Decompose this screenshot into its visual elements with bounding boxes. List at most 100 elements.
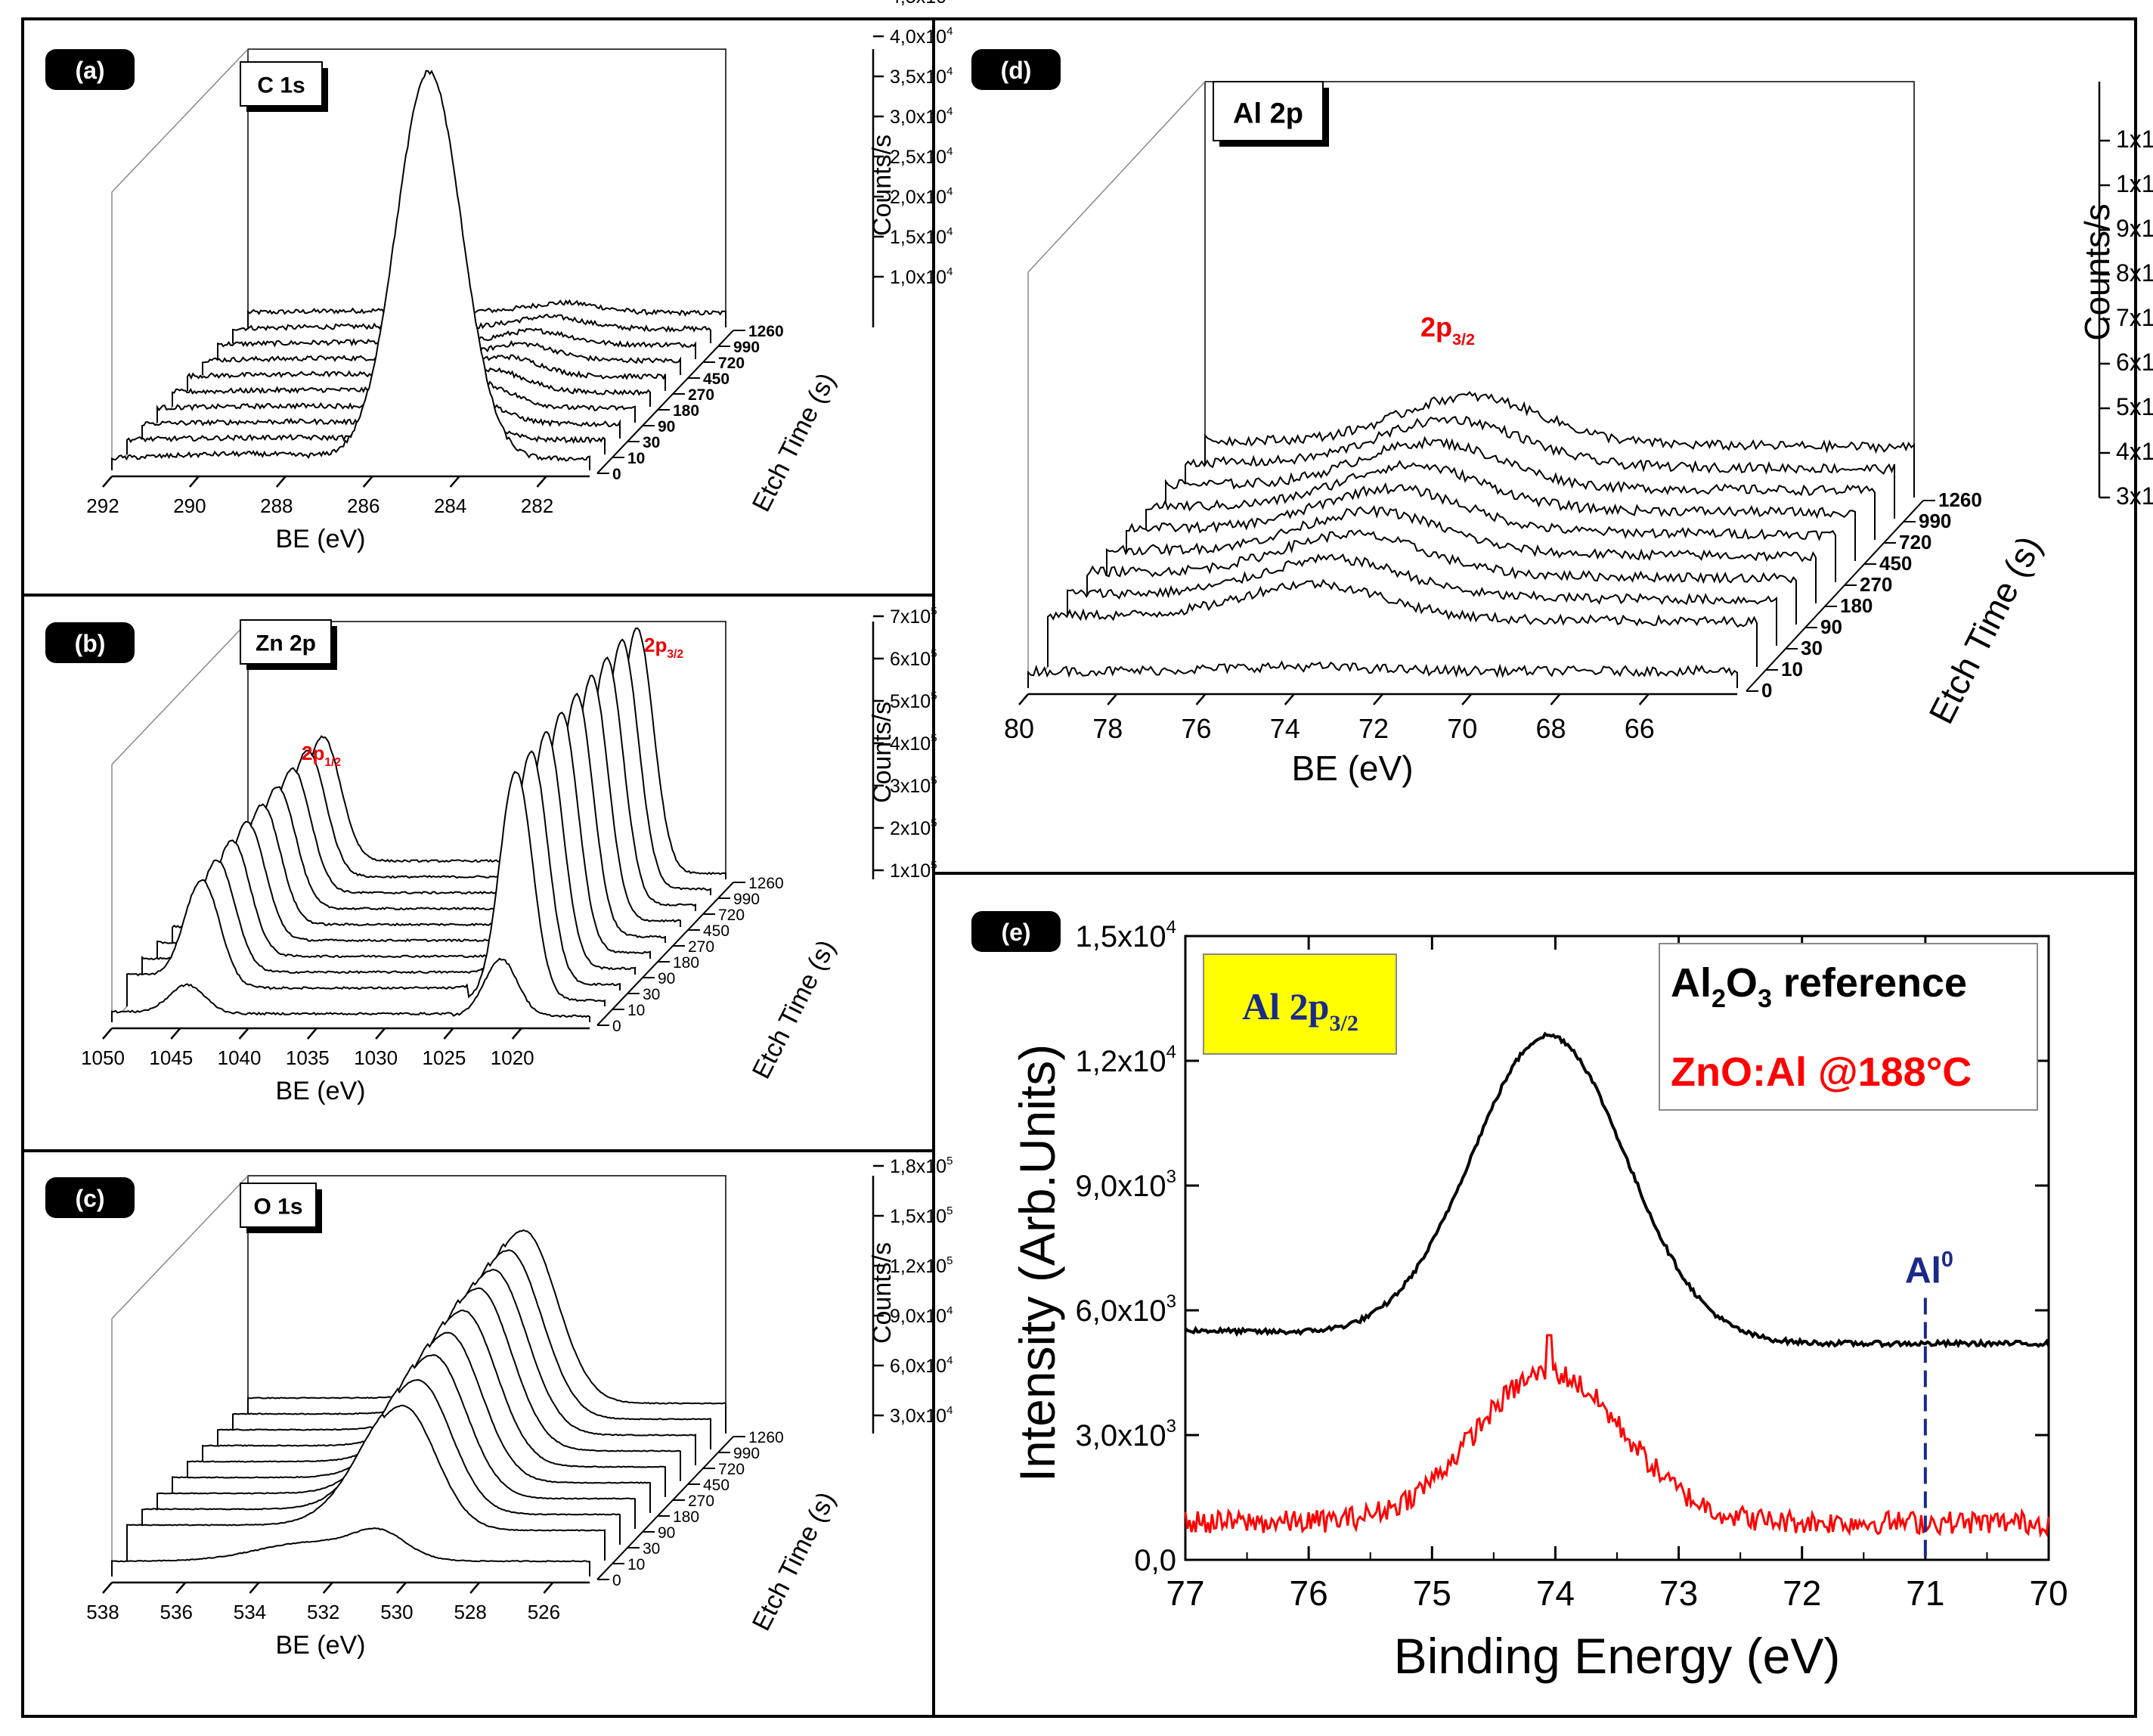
y-tick-label-base: 4,5x10 xyxy=(890,0,946,8)
y-tick-label: 5x105 xyxy=(890,690,937,712)
y-tick-label: 6,0x103 xyxy=(1076,1291,1176,1328)
y-tick-label: 6x103 xyxy=(2116,348,2153,376)
y-tick-label-base: 4x10 xyxy=(890,733,931,755)
side-wall-top-edge xyxy=(111,1175,249,1319)
x-tick-label: 68 xyxy=(1535,713,1566,744)
x-tick-mark xyxy=(1107,693,1118,705)
z-tick-label: 90 xyxy=(658,418,675,436)
z-tick-label: 10 xyxy=(1781,658,1803,680)
x-tick-label: 76 xyxy=(1290,1573,1328,1613)
x-tick-label: 528 xyxy=(454,1601,486,1623)
y-tick-label: 1,5x104 xyxy=(1076,917,1176,953)
spectrum-fill xyxy=(127,1405,605,1561)
legend-entry-reference: Al2O3 reference xyxy=(1671,960,1967,1013)
x-tick-label: 282 xyxy=(521,494,553,517)
side-wall-top-edge xyxy=(1027,81,1206,273)
y-axis-label: Counts/s xyxy=(868,1242,897,1344)
y-tick-label-sup: 4 xyxy=(946,225,953,238)
z-tick-label: 270 xyxy=(688,1493,714,1510)
z-tick-label: 0 xyxy=(612,1572,621,1589)
x-tick-mark xyxy=(511,1028,522,1040)
y-tick-label: 1,5x105 xyxy=(890,1204,953,1227)
y-tick-label-base: 6x10 xyxy=(2116,349,2153,376)
z-tick-label: 450 xyxy=(1879,552,1912,575)
y-tick-label-sup: 4 xyxy=(946,145,953,158)
x-tick-label: 78 xyxy=(1092,713,1123,744)
x-tick-label: 1050 xyxy=(81,1046,125,1069)
x-tick-mark xyxy=(543,1582,554,1594)
y-tick-label-sup: 4 xyxy=(946,1404,953,1417)
x-tick-label: 1020 xyxy=(491,1046,534,1069)
legend-box xyxy=(1213,81,1324,141)
y-tick-label-sup: 4 xyxy=(946,105,953,118)
spectrum-line xyxy=(247,299,726,327)
legend-entry-reference-part: 2 xyxy=(1712,984,1726,1013)
x-tick-mark xyxy=(1461,693,1473,705)
back-wall xyxy=(247,1175,726,1434)
y-tick-label: 5x103 xyxy=(2116,392,2153,420)
y-tick-label-sup: 5 xyxy=(931,817,937,829)
y-tick-label-sup: 4 xyxy=(1166,917,1176,938)
x-tick-label: 1045 xyxy=(149,1046,193,1069)
y-axis-label: Counts/s xyxy=(868,135,897,236)
z-tick-label: 720 xyxy=(718,355,745,372)
y-tick-label-sup: 3 xyxy=(1166,1416,1176,1437)
y-tick-label-sup: 3 xyxy=(1166,1291,1176,1312)
z-tick-label: 990 xyxy=(1919,510,1951,532)
x-tick-mark xyxy=(375,1028,386,1040)
x-tick-mark xyxy=(449,476,460,488)
y-tick-label-base: 1,2x10 xyxy=(1076,1045,1166,1078)
legend-entry-reference-part: O xyxy=(1726,960,1758,1006)
al0-label: Al0 xyxy=(1905,1248,1953,1291)
y-tick-label-base: 1x10 xyxy=(890,860,931,882)
x-tick-mark xyxy=(322,1582,333,1594)
x-axis-label: BE (eV) xyxy=(1291,749,1413,788)
z-tick-label: 180 xyxy=(673,402,699,420)
x-tick-label: 532 xyxy=(307,1601,339,1623)
y-tick-label-base: 3x10 xyxy=(2116,482,2153,510)
x-tick-label: 1025 xyxy=(423,1046,466,1069)
legend-label: O 1s xyxy=(253,1195,302,1220)
x-tick-mark xyxy=(102,476,113,488)
y-tick-label-sup: 4 xyxy=(1166,1042,1176,1062)
z-axis-diagonal xyxy=(596,330,734,474)
panel-label-d: (d) xyxy=(1001,57,1032,84)
y-tick-label-base: 3,0x10 xyxy=(890,107,946,128)
z-tick-label: 0 xyxy=(612,466,621,483)
spectrum-line xyxy=(126,770,606,1006)
x-tick-mark xyxy=(443,1028,454,1040)
spectrum-line xyxy=(187,692,666,943)
y-tick-label-base: 9,0x10 xyxy=(890,1306,946,1327)
x-tick-label: 72 xyxy=(1783,1573,1821,1613)
annotation-2p32-al: 2p3/2 xyxy=(1420,312,1475,349)
y-tick-label-base: 8x10 xyxy=(2116,259,2153,287)
y-tick-label-sup: 5 xyxy=(946,1254,953,1267)
x-tick-label: 534 xyxy=(234,1601,266,1623)
x-tick-mark xyxy=(1195,693,1207,705)
z-tick-label: 1260 xyxy=(1938,488,1982,511)
x-tick-label: 1040 xyxy=(218,1046,262,1069)
y-axis-label: Counts/s xyxy=(2077,203,2117,341)
x-tick-mark xyxy=(536,476,547,488)
spectrum-line xyxy=(1165,436,1876,540)
y-tick-label-base: 9x10 xyxy=(2116,215,2153,242)
title-box-label: Al 2p3/2 xyxy=(1242,985,1358,1036)
z-tick-label: 0 xyxy=(1761,679,1772,702)
x-tick-label: 1035 xyxy=(286,1046,330,1069)
z-tick-label: 30 xyxy=(643,434,660,451)
spectrum-line xyxy=(156,730,636,975)
z-tick-label: 30 xyxy=(643,1540,660,1558)
y-tick-label: 9x103 xyxy=(2116,214,2153,242)
spectrum-fill xyxy=(1028,662,1737,688)
y-tick-label-sup: 4 xyxy=(946,1304,953,1317)
y-tick-label: 4,0x104 xyxy=(890,25,953,48)
z-tick-label: 450 xyxy=(703,922,730,940)
annotation-2p32-al-base: 2p xyxy=(1420,312,1452,343)
x-tick-mark xyxy=(1373,693,1383,705)
y-tick-label-base: 5x10 xyxy=(2116,393,2153,420)
legend-label: Al 2p xyxy=(1233,98,1303,130)
x-tick-mark xyxy=(1018,693,1029,705)
z-axis-diagonal xyxy=(596,882,734,1026)
y-tick-label: 2,0x104 xyxy=(890,185,953,208)
